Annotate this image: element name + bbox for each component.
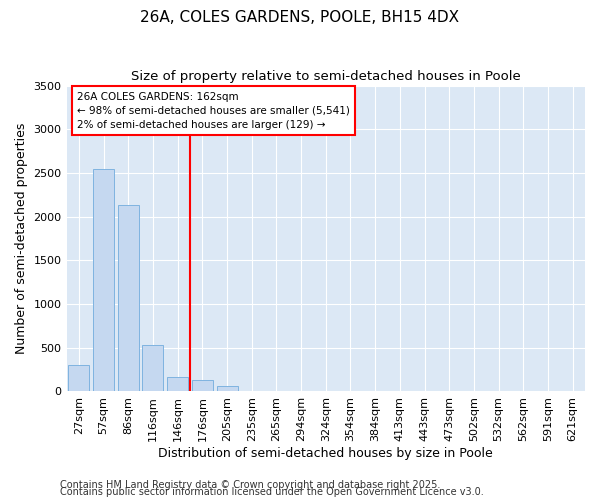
Bar <box>192 380 213 392</box>
Bar <box>93 170 114 392</box>
Bar <box>167 378 188 392</box>
Text: 26A, COLES GARDENS, POOLE, BH15 4DX: 26A, COLES GARDENS, POOLE, BH15 4DX <box>140 10 460 25</box>
Text: Contains public sector information licensed under the Open Government Licence v3: Contains public sector information licen… <box>60 487 484 497</box>
X-axis label: Distribution of semi-detached houses by size in Poole: Distribution of semi-detached houses by … <box>158 447 493 460</box>
Title: Size of property relative to semi-detached houses in Poole: Size of property relative to semi-detach… <box>131 70 521 83</box>
Y-axis label: Number of semi-detached properties: Number of semi-detached properties <box>15 123 28 354</box>
Text: 26A COLES GARDENS: 162sqm
← 98% of semi-detached houses are smaller (5,541)
2% o: 26A COLES GARDENS: 162sqm ← 98% of semi-… <box>77 92 350 130</box>
Bar <box>68 365 89 392</box>
Bar <box>142 345 163 392</box>
Text: Contains HM Land Registry data © Crown copyright and database right 2025.: Contains HM Land Registry data © Crown c… <box>60 480 440 490</box>
Bar <box>217 386 238 392</box>
Bar <box>118 206 139 392</box>
